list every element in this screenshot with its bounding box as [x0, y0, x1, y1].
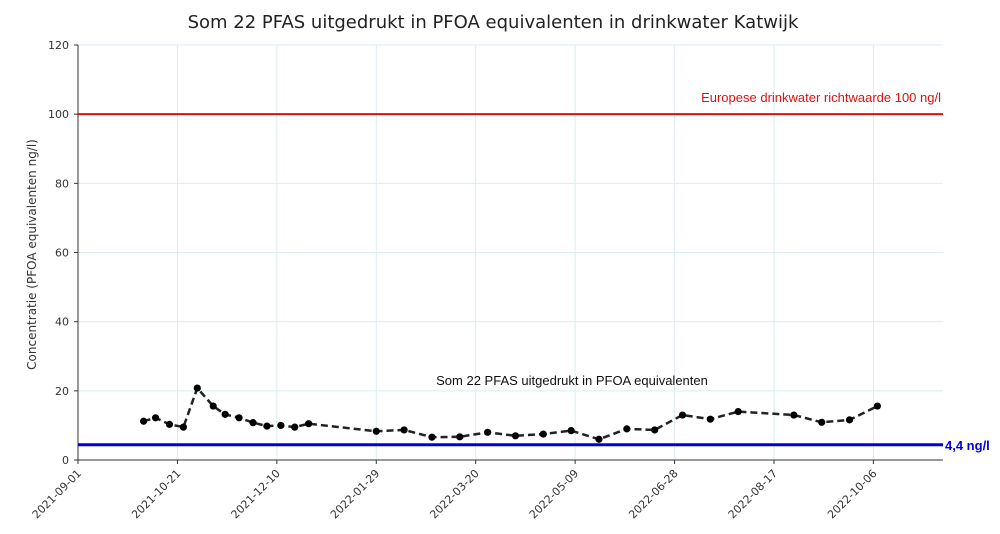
data-point	[678, 411, 687, 419]
data-point	[305, 420, 313, 428]
reference-lines: Europese drinkwater richtwaarde 100 ng/l…	[78, 90, 990, 453]
data-series	[140, 384, 881, 443]
series-line	[143, 385, 878, 441]
x-tick-label: 2022-08-17	[726, 467, 780, 521]
data-point	[456, 433, 464, 441]
data-point	[193, 384, 201, 392]
data-point	[734, 407, 742, 416]
data-point	[651, 426, 659, 434]
data-point	[221, 410, 229, 418]
y-axis-label: Concentratie (PFOA equivalenten ng/l)	[25, 139, 39, 370]
axes	[74, 44, 943, 464]
y-tick-label: 0	[62, 454, 69, 467]
data-point	[140, 417, 148, 425]
reference-line-label: Europese drinkwater richtwaarde 100 ng/l	[701, 90, 941, 105]
data-point	[790, 411, 798, 419]
y-tick-label: 80	[55, 177, 69, 190]
x-tick-label: 2022-05-09	[527, 467, 581, 521]
x-tick-label: 2022-06-28	[626, 467, 680, 521]
y-tick-labels: 0 20 40 60 80 100 120	[48, 39, 69, 467]
data-point	[291, 423, 299, 431]
data-point	[623, 425, 631, 433]
y-tick-label: 120	[48, 39, 69, 52]
data-point	[484, 428, 492, 436]
data-point	[249, 419, 257, 427]
chart-title: Som 22 PFAS uitgedrukt in PFOA equivalen…	[188, 12, 799, 33]
data-point	[151, 414, 160, 422]
data-point	[400, 426, 408, 434]
data-point	[511, 432, 520, 440]
x-tick-labels: 2021-09-01 2021-10-21 2021-12-10 2022-01-29…	[30, 467, 880, 521]
data-point	[873, 402, 881, 410]
y-tick-label: 40	[55, 316, 69, 329]
x-tick-label: 2022-03-20	[427, 467, 481, 521]
data-point	[818, 418, 826, 426]
x-tick-label: 2021-12-10	[229, 467, 283, 521]
y-tick-label: 100	[48, 108, 69, 121]
data-point	[179, 423, 187, 431]
data-point	[845, 416, 854, 424]
reference-line-label: 4,4 ng/l	[945, 438, 990, 453]
y-tick-label: 60	[55, 247, 69, 260]
x-tick-label: 2021-09-01	[30, 467, 84, 521]
x-tick-label: 2022-10-06	[825, 467, 879, 521]
data-point	[706, 415, 714, 423]
data-point	[595, 435, 603, 443]
data-point	[277, 421, 285, 430]
data-point	[567, 427, 575, 435]
data-point	[165, 420, 174, 428]
grid	[78, 44, 943, 460]
data-point	[428, 433, 436, 441]
data-point	[235, 414, 243, 422]
data-point	[372, 427, 380, 435]
series-annotation: Som 22 PFAS uitgedrukt in PFOA equivalen…	[436, 373, 708, 388]
data-point	[209, 402, 217, 410]
data-point	[539, 430, 547, 438]
data-point	[263, 422, 271, 430]
x-tick-label: 2021-10-21	[129, 467, 183, 521]
x-tick-label: 2022-01-29	[328, 467, 382, 521]
y-tick-label: 20	[55, 385, 69, 398]
